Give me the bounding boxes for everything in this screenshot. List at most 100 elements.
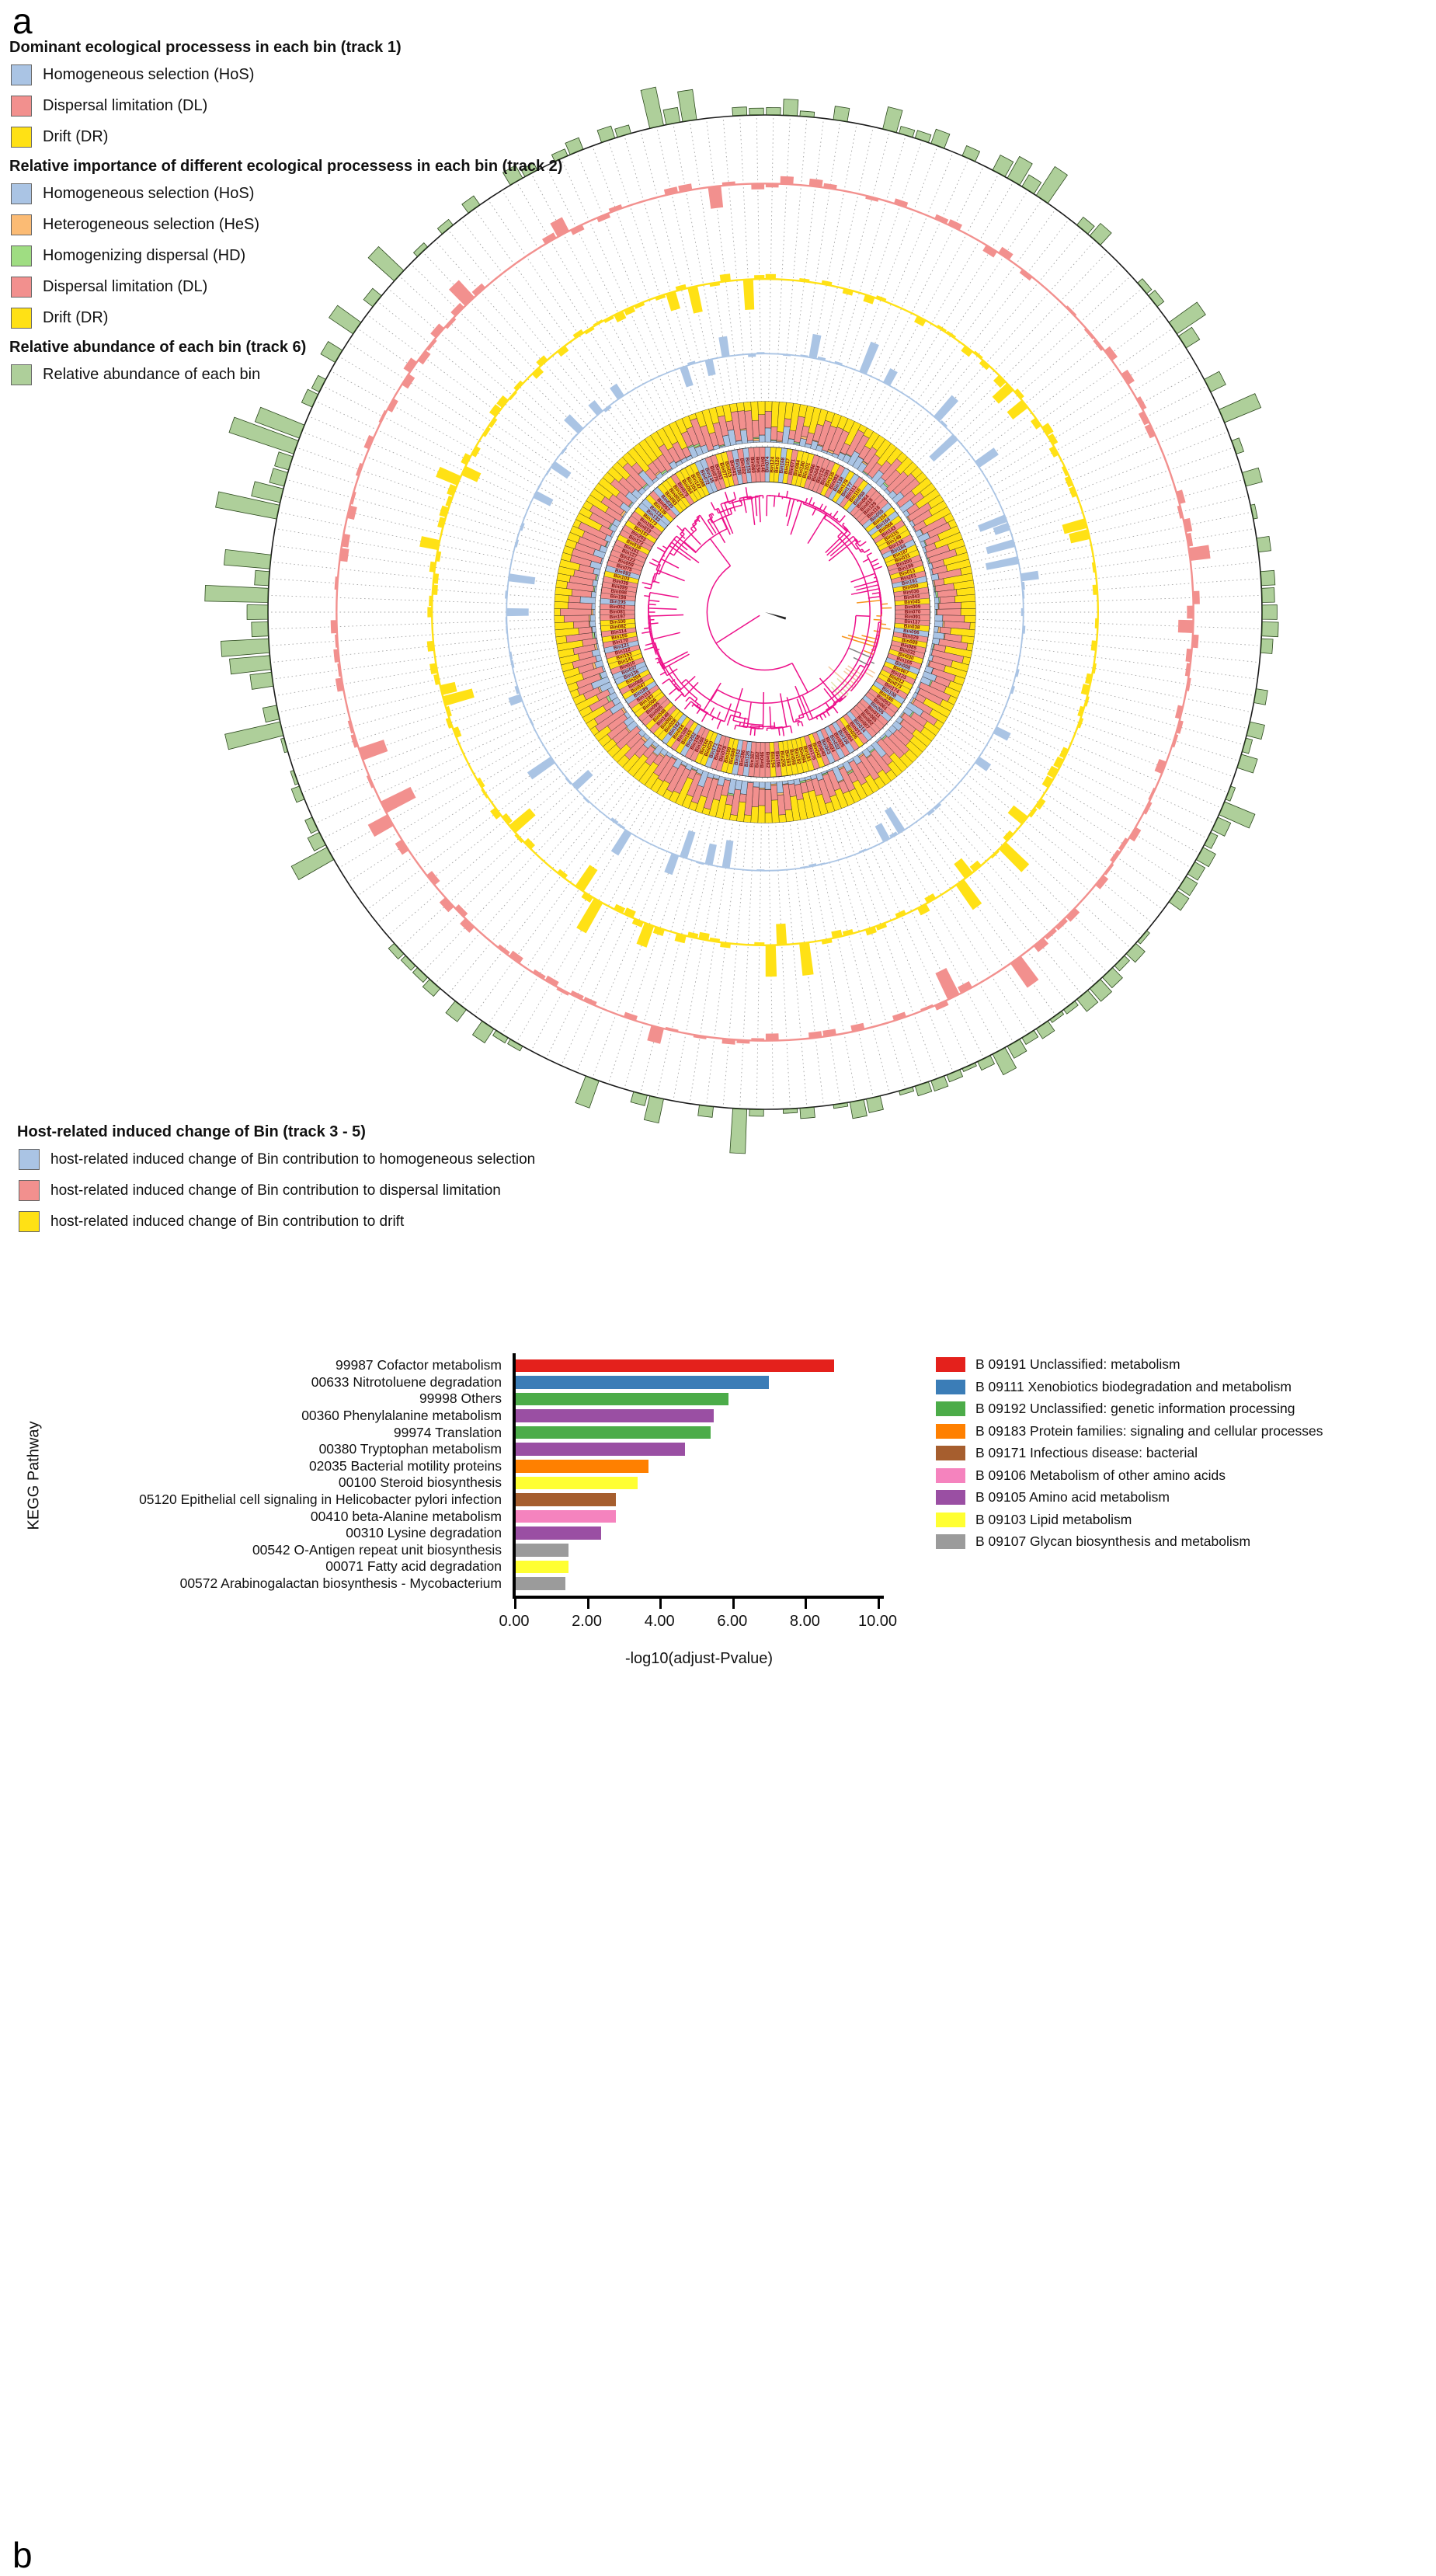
kegg-legend-item-label: B 09111 Xenobiotics biodegradation and m…	[975, 1379, 1292, 1395]
track6-abundance-bar	[641, 87, 663, 128]
track2-stacked-segment	[759, 789, 765, 806]
kegg-x-tick-label: 4.00	[624, 1613, 694, 1631]
tree-branch	[863, 559, 869, 562]
tree-arc	[707, 566, 792, 670]
track4-bar	[489, 404, 502, 416]
track6-abundance-bar	[565, 138, 583, 154]
track4-bar	[447, 484, 457, 496]
panel-a-legend-top: Dominant ecological processess in each b…	[9, 31, 562, 395]
track4-bar	[1053, 757, 1064, 768]
track2-stacked-segment	[765, 813, 772, 823]
legend-swatch	[11, 245, 32, 266]
kegg-x-tick-label: 2.00	[552, 1613, 622, 1631]
tree-branch	[650, 593, 679, 597]
kegg-x-tick	[732, 1599, 735, 1609]
legend-item-label: Drift (DR)	[43, 309, 108, 327]
track2-stacked-segment	[765, 782, 771, 789]
legend-item: Relative abundance of each bin	[9, 364, 562, 385]
tree-branch	[808, 513, 826, 544]
tree-branch	[675, 694, 682, 701]
track6-abundance-bar	[1188, 862, 1205, 880]
kegg-bar	[514, 1493, 616, 1506]
tree-branch	[830, 536, 853, 555]
track3-bar	[571, 433, 577, 440]
track4-bar	[991, 850, 1000, 858]
kegg-legend-swatch	[936, 1446, 965, 1460]
tree-root-wedge	[765, 612, 786, 620]
track3-bar	[986, 539, 1015, 554]
kegg-bar	[514, 1577, 565, 1590]
tree-branch	[652, 632, 680, 639]
track2-stacked-segment	[765, 790, 772, 813]
tree-branch	[865, 672, 874, 677]
track4-bar	[429, 596, 433, 606]
kegg-row-label: 00380 Tryptophan metabolism	[0, 1441, 511, 1457]
kegg-row: 00310 Lysine degradation	[0, 1525, 885, 1542]
kegg-bar	[514, 1477, 638, 1490]
legend-swatch	[11, 96, 32, 117]
panel-b: b KEGG Pathway 99987 Cofactor metabolism…	[0, 1266, 1436, 1691]
legend-item: host-related induced change of Bin contr…	[17, 1180, 535, 1201]
track2-stacked-segment	[771, 800, 779, 823]
tree-branch	[881, 628, 891, 629]
tree-branch	[871, 559, 878, 562]
track4-bar	[865, 927, 877, 935]
track3-bar	[664, 853, 679, 875]
track3-bar	[859, 342, 879, 374]
track5-bar	[708, 186, 724, 209]
kegg-row-label: 00310 Lysine degradation	[0, 1525, 511, 1541]
tree-branch	[763, 692, 764, 729]
kegg-row: 02035 Bacterial motility proteins	[0, 1458, 885, 1475]
legend-item-label: host-related induced change of Bin contr…	[50, 1151, 535, 1168]
track2-stacked-segment	[788, 439, 794, 444]
track6-abundance-bar	[1036, 166, 1067, 203]
legend-swatch	[11, 277, 32, 298]
kegg-row-label: 00542 O-Antigen repeat unit biosynthesis	[0, 1542, 511, 1558]
kegg-row: 99974 Translation	[0, 1424, 885, 1441]
track2-stacked-segment	[765, 402, 772, 412]
legend-item: host-related induced change of Bin contr…	[17, 1149, 535, 1170]
track6-abundance-bar	[291, 786, 304, 802]
track2-stacked-segment	[758, 415, 765, 435]
tree-branch	[642, 632, 650, 633]
tree-branch	[686, 697, 690, 701]
kegg-x-tick	[659, 1599, 662, 1609]
track6-abundance-bar	[962, 146, 979, 162]
track5-bar	[1187, 606, 1193, 619]
track5-bar	[751, 1038, 764, 1040]
track6-abundance-bar	[663, 107, 680, 124]
kegg-legend-swatch	[936, 1357, 965, 1372]
kegg-legend-swatch	[936, 1490, 965, 1505]
track4-bar	[637, 923, 655, 948]
track4-bar	[1093, 585, 1098, 595]
kegg-legend-item-label: B 09192 Unclassified: genetic informatio…	[975, 1401, 1295, 1417]
kegg-legend-item-label: B 09105 Amino acid metabolism	[975, 1489, 1170, 1506]
tree-branch	[783, 727, 784, 736]
kegg-legend-item-label: B 09103 Lipid metabolism	[975, 1512, 1132, 1528]
tree-branch	[801, 722, 803, 726]
track4-bar	[743, 280, 754, 311]
track2-stacked-segment	[555, 594, 569, 602]
track2-stacked-segment	[771, 426, 778, 440]
tree-branch	[661, 652, 687, 666]
legend-swatch	[11, 64, 32, 85]
track2-stacked-segment	[591, 592, 596, 598]
track6-abundance-bar	[1243, 468, 1263, 486]
tree-branch	[649, 562, 658, 566]
track2-stacked-segment	[729, 815, 737, 821]
legend-item: Heterogeneous selection (HeS)	[9, 214, 562, 235]
legend-title: Relative importance of different ecologi…	[9, 158, 562, 176]
tree-branch	[648, 608, 676, 609]
legend-title: Dominant ecological processess in each b…	[9, 39, 562, 57]
track2-stacked-segment	[961, 608, 975, 615]
track2-stacked-segment	[751, 402, 759, 421]
track4-bar	[419, 536, 440, 550]
tree-branch	[791, 726, 792, 733]
kegg-legend-swatch	[936, 1401, 965, 1416]
track3-bar	[509, 573, 536, 584]
tree-branch	[669, 553, 673, 555]
track2-stacked-segment	[765, 411, 772, 428]
kegg-bar	[514, 1359, 834, 1373]
kegg-bar-track	[511, 1374, 879, 1391]
